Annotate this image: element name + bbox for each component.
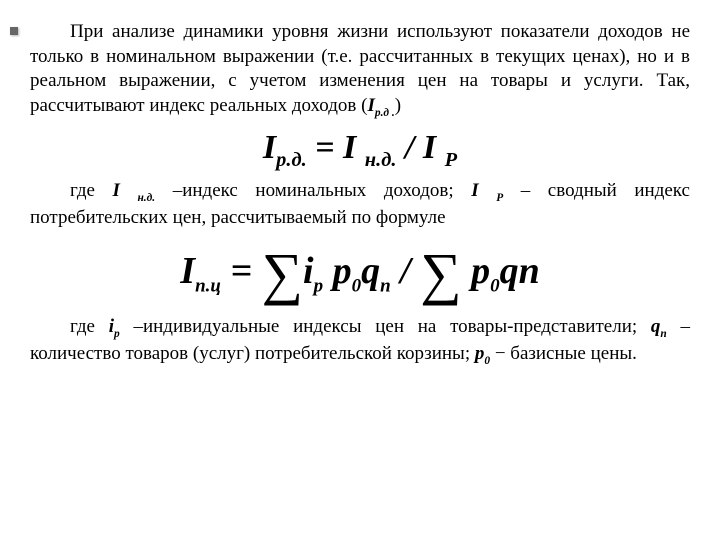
p3-t2: –индивидуальные индексы цен на товары-пр… [120,316,651,337]
f2-qn-sub: n [380,275,391,296]
f2-ip-sub: p [314,275,324,296]
f2-p0b: p [471,250,490,292]
slide-bullet [10,27,18,35]
paragraph-where1: где I н.д. –индекс номинальных доходов; … [30,179,690,230]
p2-v2: I [471,180,496,201]
f2-sub-left: п.ц [195,275,221,296]
intro-var: I [367,95,374,116]
f1-rhs-sub: P [445,148,457,170]
sigma-icon: ∑ [262,251,303,297]
p3-t1: где [70,316,109,337]
p2-t1: где [70,180,113,201]
f2-p0b-sub: 0 [490,275,500,296]
f2-qn: q [361,250,380,292]
paragraph-intro: При анализе динамики уровня жизни исполь… [30,20,690,121]
f1-eq: = [307,129,343,166]
f2-ip: i [303,250,314,292]
formula-real-income: Iр.д. = I н.д. / I P [30,129,690,172]
f2-I: I [180,250,195,292]
f1-lhs-sub: р.д. [276,148,307,170]
f2-p0: p [323,250,352,292]
p2-t2: –индекс номинальных доходов; [155,180,471,201]
f2-p0-sub: 0 [352,275,362,296]
f2-eq: = [221,250,262,292]
f1-mid: I [343,129,365,166]
formula-price-index: Iп.ц = ∑ip p0qn / ∑ p0qn [30,249,690,298]
f2-div: / [391,250,421,292]
f2-qnb: qn [500,250,540,292]
f1-rhs: I [423,129,445,166]
f1-div: / [396,129,422,166]
intro-close: ) [395,95,401,116]
paragraph-where2: где ip –индивидуальные индексы цен на то… [30,315,690,368]
sigma-icon-2: ∑ [420,251,461,297]
p2-s1: н.д. [137,192,155,204]
intro-var-sub: р.д . [375,107,395,119]
p2-v1: I [113,180,138,201]
f1-lhs: I [263,129,276,166]
p3-t4: − базисные цены. [490,343,637,364]
p3-v3: p [475,343,485,364]
f1-mid-sub: н.д. [365,148,397,170]
p3-v2: q [651,316,661,337]
intro-text: При анализе динамики уровня жизни исполь… [30,21,690,116]
